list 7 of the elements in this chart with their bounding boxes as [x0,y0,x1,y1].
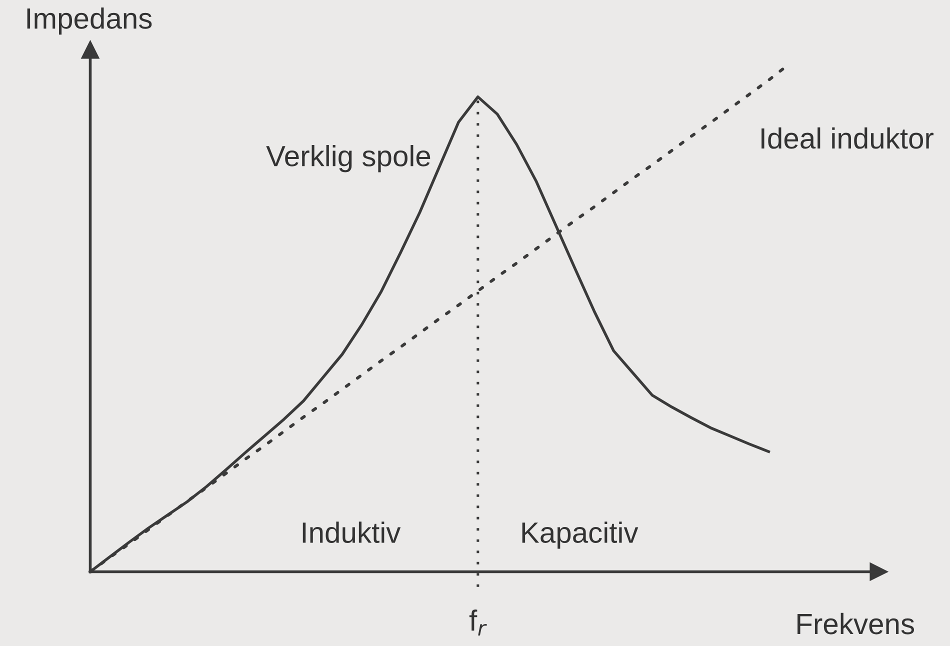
annotation: Induktiv [302,522,401,543]
x-axis-title: Frekvens [798,612,914,634]
text: f$_{r}$ [469,610,487,636]
annotation: Kapacitiv [522,522,638,549]
y-axis-title: Impedans [27,7,152,35]
series-label: Ideal induktor [762,127,934,149]
series-label: Verklig spole [266,145,430,172]
